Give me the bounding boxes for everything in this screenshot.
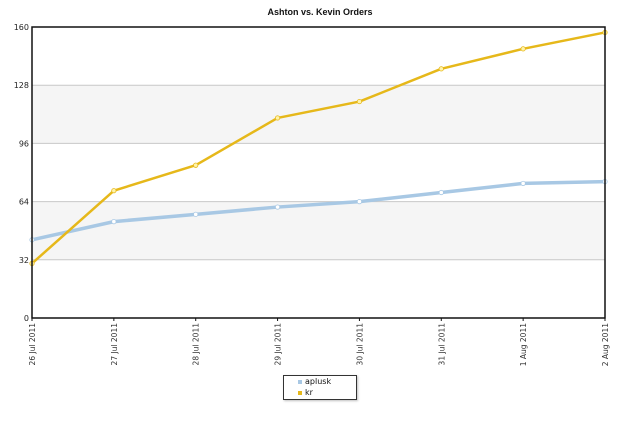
data-point-kr[interactable] <box>111 188 117 194</box>
y-tick-label: 32 <box>19 256 29 265</box>
x-tick-label: 30 Jul 2011 <box>355 323 364 366</box>
data-point-aplusk[interactable] <box>438 189 444 196</box>
chart-title: Ashton vs. Kevin Orders <box>267 7 373 17</box>
data-point-kr[interactable] <box>520 46 526 52</box>
x-tick-label: 1 Aug 2011 <box>519 323 528 366</box>
data-series <box>29 29 608 267</box>
legend: aplusk kr <box>283 375 357 400</box>
data-point-aplusk[interactable] <box>520 180 526 187</box>
grid-band <box>32 201 605 260</box>
grid-band <box>32 85 605 144</box>
y-tick-label: 0 <box>24 314 29 323</box>
y-axis-ticks: 0 32 64 96 128 160 <box>14 23 29 323</box>
legend-label: kr <box>305 388 313 397</box>
x-tick-label: 31 Jul 2011 <box>437 323 446 366</box>
legend-label: aplusk <box>305 377 332 386</box>
x-axis-ticks: 26 Jul 2011 27 Jul 2011 28 Jul 2011 29 Jul … <box>28 318 610 366</box>
legend-swatch-icon <box>298 379 302 384</box>
data-point-aplusk[interactable] <box>111 219 117 225</box>
x-tick-label: 2 Aug 2011 <box>601 323 610 366</box>
data-point-kr[interactable] <box>193 162 199 168</box>
x-tick-label: 27 Jul 2011 <box>110 323 119 366</box>
x-tick-label: 28 Jul 2011 <box>192 323 201 366</box>
plot-frame <box>31 26 606 319</box>
data-point-kr[interactable] <box>438 66 444 72</box>
data-point-kr[interactable] <box>356 98 363 105</box>
y-tick-label: 160 <box>14 23 29 32</box>
y-tick-label: 128 <box>14 81 29 90</box>
legend-swatch-icon <box>298 390 302 395</box>
x-tick-label: 29 Jul 2011 <box>274 323 283 366</box>
y-tick-label: 96 <box>19 139 29 148</box>
data-point-kr[interactable] <box>274 115 281 121</box>
x-tick-label: 26 Jul 2011 <box>28 323 37 366</box>
y-tick-label: 64 <box>19 198 29 207</box>
series-line-kr <box>31 31 606 265</box>
legend-item-kr[interactable]: kr <box>284 387 356 398</box>
series-line-aplusk <box>31 179 606 242</box>
gridlines <box>32 84 605 261</box>
data-point-aplusk[interactable] <box>274 204 281 210</box>
data-point-aplusk[interactable] <box>193 211 199 217</box>
background-bands <box>32 85 605 260</box>
data-point-aplusk[interactable] <box>356 199 363 205</box>
legend-item-aplusk[interactable]: aplusk <box>284 376 356 387</box>
